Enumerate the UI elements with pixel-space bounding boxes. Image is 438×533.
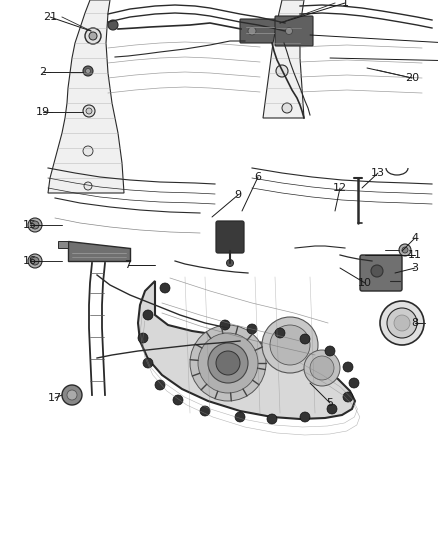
Circle shape	[108, 20, 118, 30]
Circle shape	[67, 390, 77, 400]
Circle shape	[300, 412, 310, 422]
Circle shape	[220, 320, 230, 330]
Text: 19: 19	[36, 107, 50, 117]
Text: 7: 7	[124, 260, 131, 270]
Circle shape	[31, 257, 39, 265]
Circle shape	[399, 244, 411, 256]
Polygon shape	[138, 281, 355, 419]
Circle shape	[84, 182, 92, 190]
Text: 15: 15	[23, 220, 37, 230]
Circle shape	[155, 380, 165, 390]
Text: 13: 13	[371, 168, 385, 178]
Circle shape	[143, 358, 153, 368]
Polygon shape	[48, 0, 124, 193]
Circle shape	[270, 325, 310, 365]
Circle shape	[198, 333, 258, 393]
Circle shape	[300, 334, 310, 344]
Circle shape	[349, 378, 359, 388]
Circle shape	[275, 328, 285, 338]
Circle shape	[304, 350, 340, 386]
Circle shape	[190, 325, 266, 401]
Text: 17: 17	[48, 393, 62, 403]
Circle shape	[208, 343, 248, 383]
Circle shape	[83, 66, 93, 76]
Circle shape	[216, 351, 240, 375]
Polygon shape	[68, 241, 130, 261]
Circle shape	[235, 412, 245, 422]
Circle shape	[371, 265, 383, 277]
Circle shape	[327, 404, 337, 414]
Circle shape	[62, 385, 82, 405]
Circle shape	[85, 28, 101, 44]
Text: 21: 21	[43, 12, 57, 22]
Circle shape	[276, 65, 288, 77]
Circle shape	[31, 221, 39, 229]
Text: 2: 2	[39, 67, 46, 77]
Text: 1: 1	[342, 0, 349, 8]
Circle shape	[83, 105, 95, 117]
Text: 12: 12	[333, 183, 347, 193]
Circle shape	[282, 103, 292, 113]
Circle shape	[200, 406, 210, 416]
Circle shape	[85, 69, 91, 74]
Text: 16: 16	[23, 256, 37, 266]
Circle shape	[380, 301, 424, 345]
Text: 5: 5	[326, 398, 333, 408]
Circle shape	[394, 315, 410, 331]
Circle shape	[83, 146, 93, 156]
Text: 9: 9	[234, 190, 242, 200]
Circle shape	[325, 346, 335, 356]
Circle shape	[160, 283, 170, 293]
Circle shape	[247, 324, 257, 334]
Text: 8: 8	[411, 318, 419, 328]
Text: 6: 6	[254, 172, 261, 182]
Text: 4: 4	[411, 233, 419, 243]
Polygon shape	[58, 241, 68, 248]
Circle shape	[173, 395, 183, 405]
Circle shape	[343, 362, 353, 372]
Circle shape	[138, 333, 148, 343]
Circle shape	[387, 308, 417, 338]
Circle shape	[286, 28, 293, 35]
Circle shape	[310, 356, 334, 380]
FancyBboxPatch shape	[216, 221, 244, 253]
Circle shape	[143, 310, 153, 320]
Circle shape	[262, 317, 318, 373]
Text: 20: 20	[405, 73, 419, 83]
Circle shape	[28, 254, 42, 268]
Circle shape	[86, 108, 92, 114]
Circle shape	[343, 392, 353, 402]
Circle shape	[89, 32, 97, 40]
Polygon shape	[263, 0, 304, 118]
Circle shape	[248, 27, 256, 35]
Circle shape	[226, 260, 233, 266]
FancyBboxPatch shape	[240, 19, 280, 43]
Text: 10: 10	[358, 278, 372, 288]
FancyBboxPatch shape	[275, 16, 313, 46]
Text: 3: 3	[411, 263, 418, 273]
Text: 11: 11	[408, 250, 422, 260]
FancyBboxPatch shape	[360, 255, 402, 291]
Circle shape	[28, 218, 42, 232]
Circle shape	[402, 247, 408, 253]
Circle shape	[267, 414, 277, 424]
